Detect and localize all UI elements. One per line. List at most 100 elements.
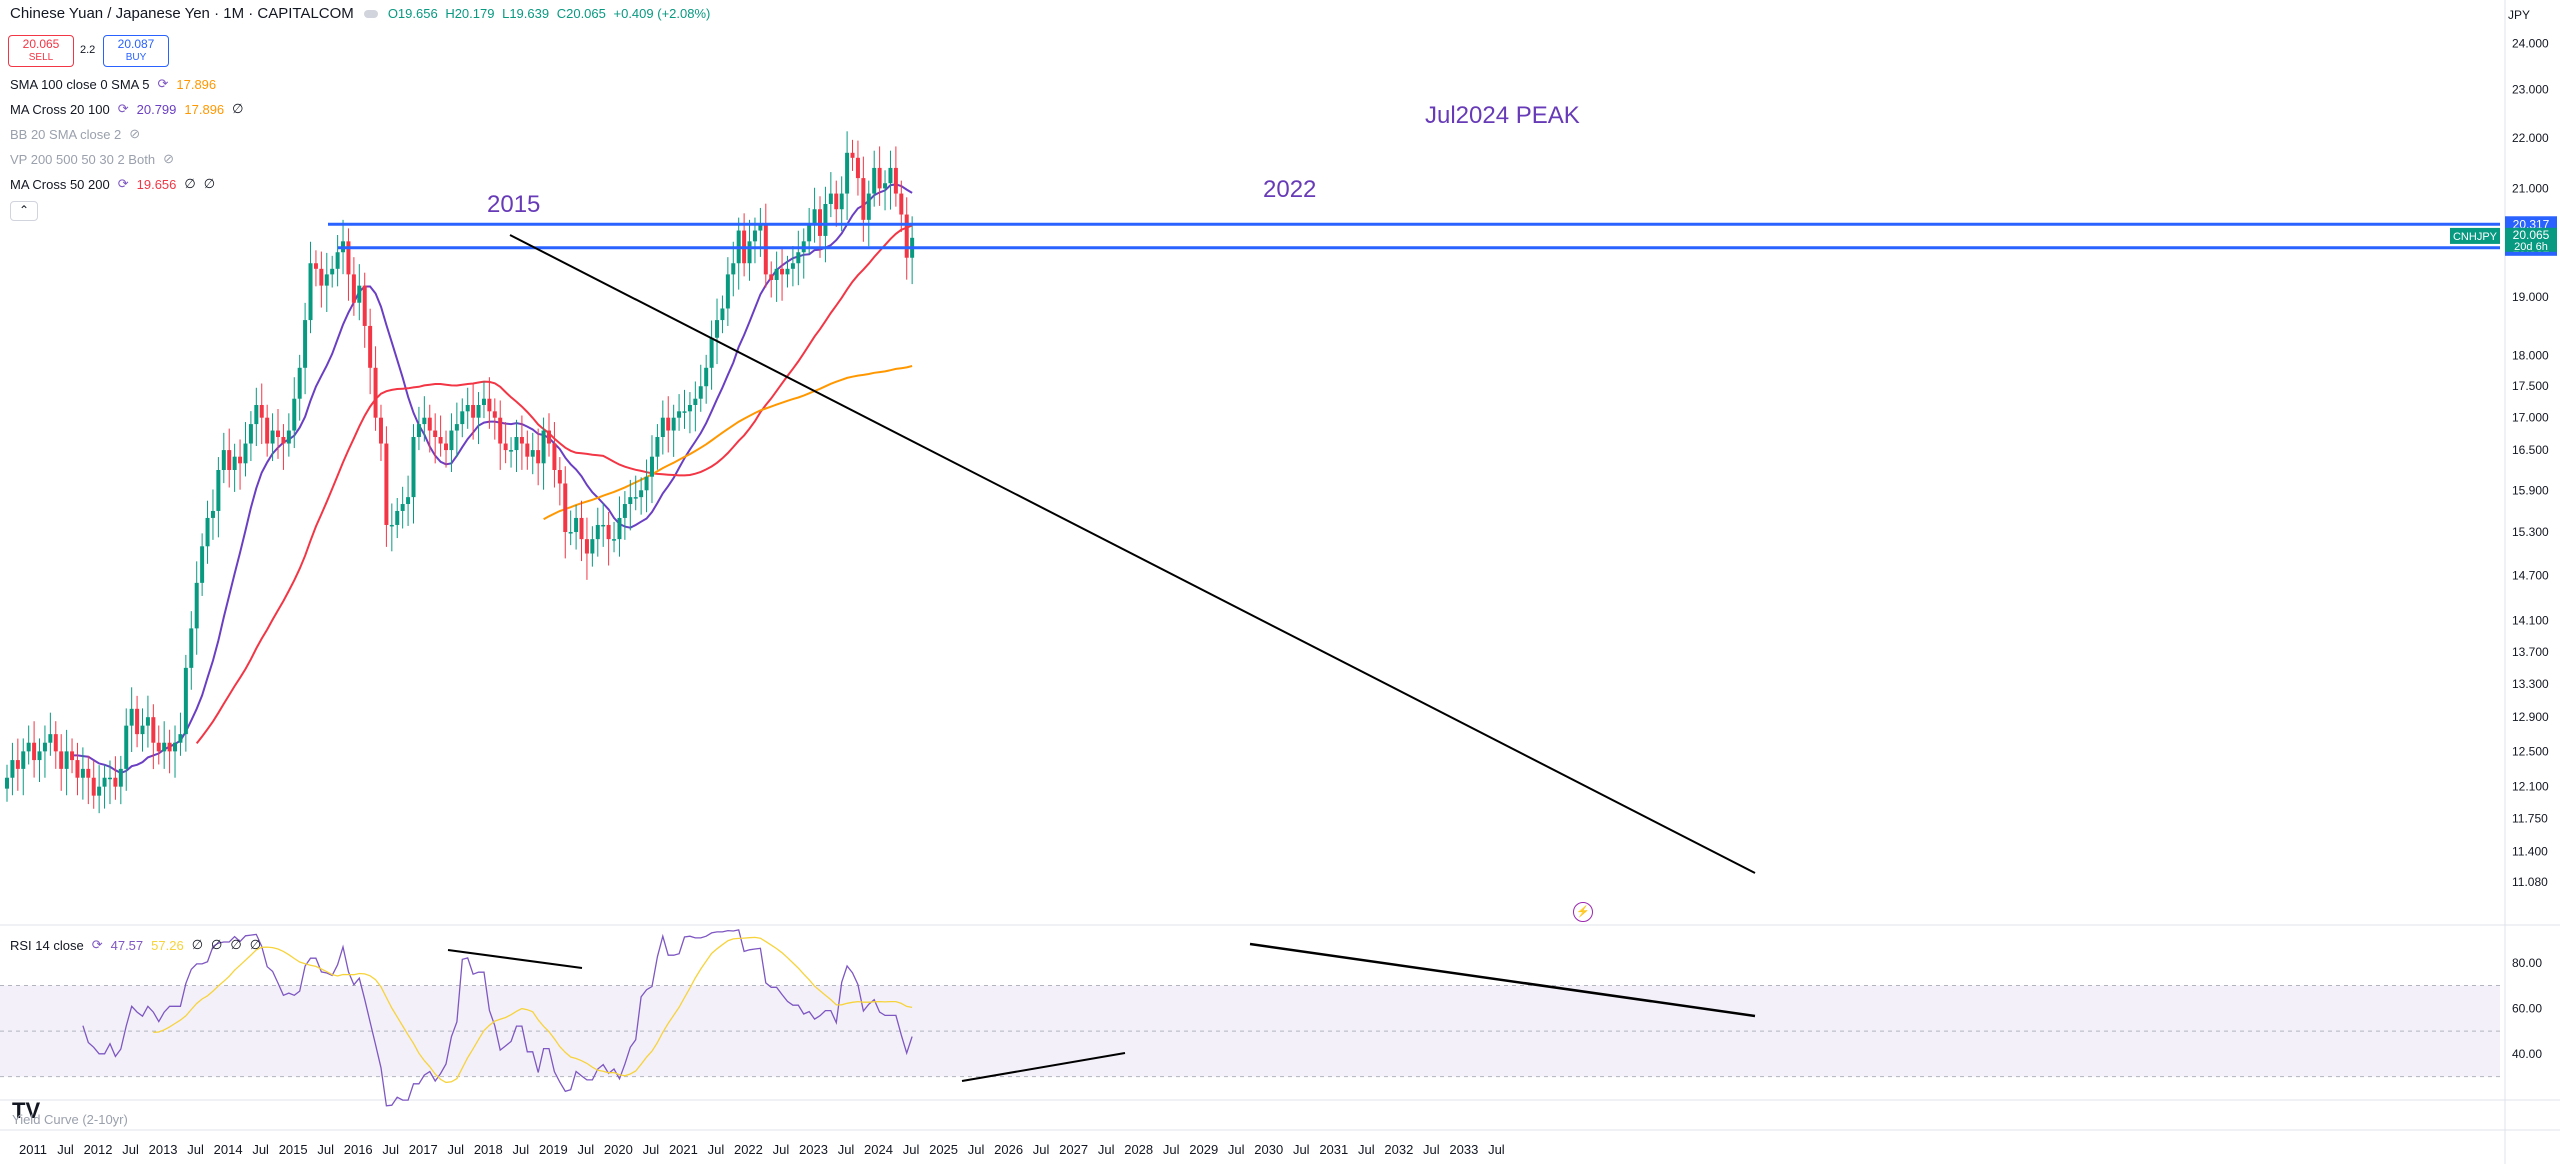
buy-label: BUY [125,52,147,63]
x-tick-label: Jul [447,1142,464,1157]
candle-body [129,708,134,726]
indicator-value: 17.896 [184,101,225,117]
candle-body [725,274,730,309]
currency-label[interactable]: JPY [2508,8,2531,22]
symbol-title[interactable]: Chinese Yuan / Japanese Yen · 1M · CAPIT… [10,5,354,22]
rsi-trend-line [1249,942,1756,1018]
candle-body [584,539,589,554]
indicator-row[interactable]: BB 20 SMA close 2 ⊘ [10,126,140,142]
x-tick-label: Jul [1423,1142,1440,1157]
candle-body [124,725,129,769]
candle-body [243,443,248,464]
countdown-tag: 20d 6h [2514,241,2548,253]
indicator-row[interactable]: MA Cross 20 100 ⟳ 20.799 17.896 ∅ [10,101,243,117]
candle-body [162,742,167,752]
candle-body [547,430,551,444]
indicator-row[interactable]: VP 200 500 50 30 2 Both ⊘ [10,151,174,167]
indicator-label: MA Cross 50 200 [10,176,110,192]
x-tick-label: Jul [1293,1142,1310,1157]
candle-body [227,450,232,470]
candle-body [362,285,367,326]
candle-body [324,274,329,286]
candle-body [254,405,259,425]
candle-body [102,777,107,787]
candle-body [313,263,318,269]
y-tick-label: 11.080 [2512,875,2548,889]
candle-body [433,430,438,438]
candle-body [97,786,102,796]
candle-body [373,367,378,418]
eye-icon[interactable] [363,9,378,18]
y-tick-label: 17.000 [2512,411,2549,425]
candle-body [286,430,291,444]
y-tick-label: 15.900 [2512,483,2549,497]
candle-body [655,437,660,457]
settings-icon[interactable]: ⟳ [91,937,103,952]
candle-body [42,742,47,752]
lightning-icon[interactable]: ⚡ [1573,902,1593,922]
x-tick-label: 2032 [1384,1142,1413,1157]
candle-body [552,443,557,470]
candle-body [666,417,671,431]
buy-button[interactable]: 20.087 BUY [103,35,169,67]
indicator-label: MA Cross 20 100 [10,101,110,117]
indicator-label: VP 200 500 50 30 2 Both [10,151,156,167]
candle-body [221,450,226,470]
indicator-value: 20.799 [136,101,177,117]
candle-body [644,476,649,491]
candle-body [292,398,297,431]
candle-body [530,450,535,457]
candle-body [465,405,470,412]
x-tick-label: 2033 [1449,1142,1478,1157]
candle-body [525,443,530,457]
candlestick-series [5,131,915,814]
candle-body [406,497,411,505]
x-tick-label: 2028 [1124,1142,1153,1157]
candle-body [704,367,709,387]
candle-body [872,167,877,194]
candle-body [91,777,96,796]
x-tick-label: 2019 [539,1142,568,1157]
x-tick-label: Jul [968,1142,985,1157]
candle-body [319,268,324,286]
indicator-value: 17.896 [176,76,217,92]
y-tick-label: 17.500 [2512,379,2549,393]
candle-body [444,443,449,451]
candle-body [509,450,514,452]
y-tick-label: 15.300 [2512,525,2549,539]
rsi-legend: RSI 14 close ⟳ 47.57 57.26 ∅ ∅ ∅ ∅ [10,937,261,953]
candle-body [845,152,850,194]
candle-body [167,742,172,752]
y-tick-label: 24.000 [2512,36,2549,50]
eye-off-icon[interactable]: ⊘ [129,126,141,141]
candle-body [308,263,313,321]
x-tick-label: 2016 [344,1142,373,1157]
candle-body [80,768,85,778]
candle-body [693,398,698,406]
candle-body [758,225,763,231]
candle-body [752,230,757,242]
candle-body [135,708,140,735]
candle-body [481,398,486,406]
candle-body [492,411,497,418]
change-value: +0.409 (+2.08%) [613,6,711,21]
settings-icon[interactable]: ⟳ [117,176,129,191]
sell-button[interactable]: 20.065 SELL [8,35,74,67]
collapse-legend-button[interactable]: ⌃ [10,201,38,221]
rsi-panel [0,929,2500,1107]
y-tick-label: 22.000 [2512,131,2549,145]
last-price-bg [2505,227,2557,252]
eye-off-icon[interactable]: ⊘ [163,151,174,166]
indicator-row[interactable]: MA Cross 50 200 ⟳ 19.656 ∅ ∅ [10,176,215,192]
settings-icon[interactable]: ⟳ [157,76,169,91]
indicator-row[interactable]: SMA 100 close 0 SMA 5 ⟳ 17.896 [10,76,216,92]
candle-body [834,193,839,210]
x-tick-label: Jul [1098,1142,1115,1157]
x-tick-label: Jul [317,1142,334,1157]
candle-body [796,252,801,264]
candle-body [487,398,492,412]
candle-body [422,417,427,425]
settings-icon[interactable]: ⟳ [117,101,129,116]
